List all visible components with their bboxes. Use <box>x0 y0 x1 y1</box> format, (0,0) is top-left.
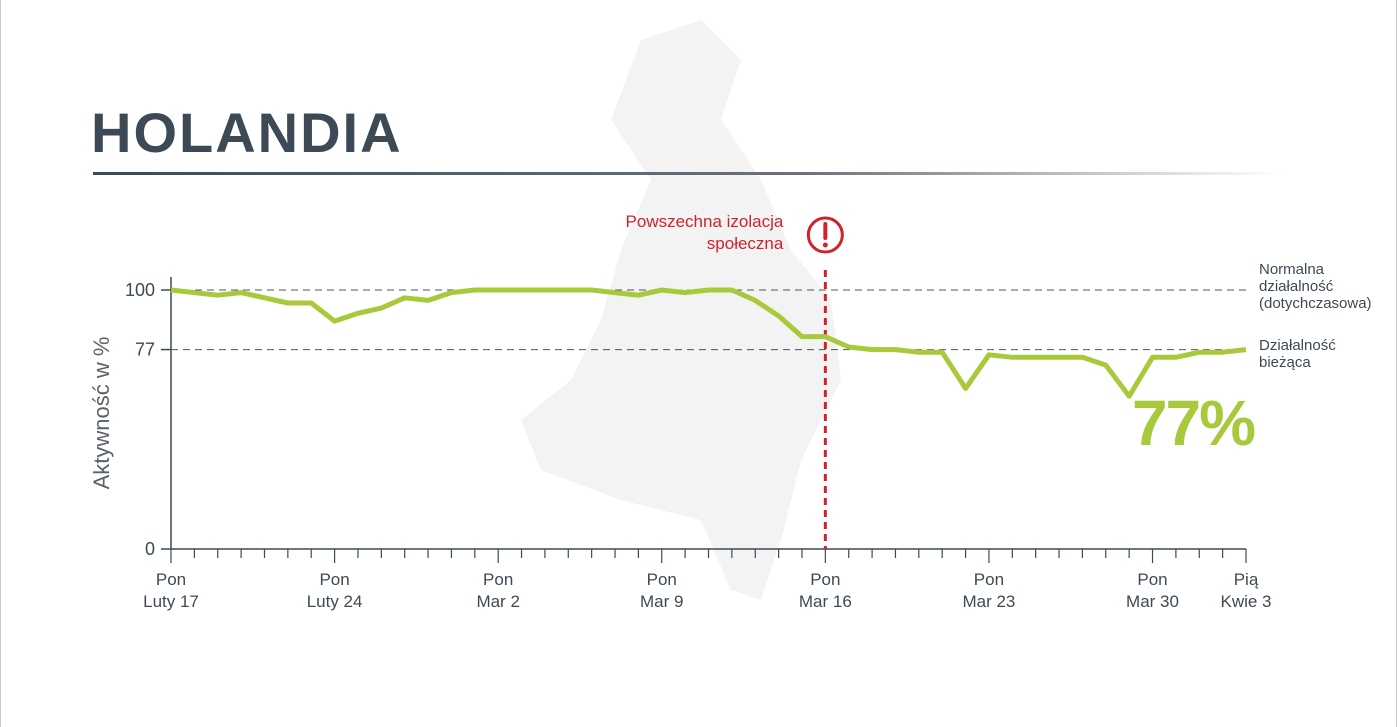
y-tick-label: 100 <box>125 280 155 300</box>
map-silhouette <box>521 20 841 600</box>
x-tick-label: Pon Luty 24 <box>306 570 363 611</box>
event-icon-dot <box>822 242 828 248</box>
x-tick-label: Pon Mar 16 <box>798 570 852 611</box>
x-tick-label: Pon Mar 23 <box>962 570 1016 611</box>
x-tick-label: Pon Mar 2 <box>476 570 520 611</box>
title-underline <box>93 172 1283 175</box>
reference-label: Normalna działalność (dotychczasowa) <box>1259 261 1372 312</box>
y-axis-label: Aktywność w % <box>89 337 114 490</box>
data-line <box>170 287 1247 399</box>
end-label: 77% <box>1132 387 1255 459</box>
event-label: Powszechna izolacja społeczna <box>625 212 784 253</box>
x-tick-label: Pon Luty 17 <box>143 570 199 611</box>
reference-label: Działalność bieżąca <box>1259 336 1336 371</box>
y-tick-label: 77 <box>135 340 155 360</box>
x-tick-label: Pią Kwie 3 <box>1220 570 1272 611</box>
chart-title: HOLANDIA <box>91 101 403 164</box>
x-tick-label: Pon Mar 9 <box>640 570 684 611</box>
x-tick-label: Pon Mar 30 <box>1126 570 1179 611</box>
y-tick-label: 0 <box>145 539 155 559</box>
